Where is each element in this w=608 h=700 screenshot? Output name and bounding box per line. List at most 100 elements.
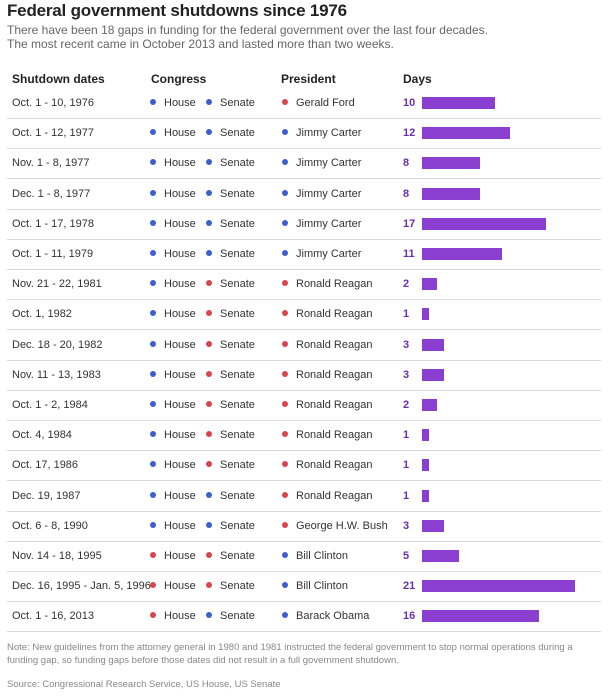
table-row: Oct. 1 - 17, 1978 House Senate Jimmy Carter… — [7, 209, 601, 240]
president-cell-label: Bill Clinton — [296, 580, 348, 593]
days-value: 2 — [403, 278, 410, 291]
shutdown-dates-cell: Nov. 1 - 8, 1977 — [12, 157, 90, 170]
republican-party-dot-icon — [150, 582, 156, 589]
democrat-party-dot-icon — [150, 310, 156, 317]
senate-cell-label: Senate — [220, 248, 255, 260]
democrat-party-dot-icon — [150, 99, 156, 106]
table-row: Oct. 17, 1986 House Senate Ronald Reagan 1 — [7, 450, 601, 482]
democrat-party-dot-icon — [282, 612, 288, 619]
house-cell-label: House — [164, 217, 196, 230]
democrat-party-dot-icon — [282, 129, 288, 136]
house-cell-label: House — [164, 429, 196, 442]
house-cell-label: House — [164, 127, 196, 140]
shutdown-dates-cell: Oct. 1 - 16, 2013 — [12, 610, 94, 623]
democrat-party-dot-icon — [150, 370, 156, 377]
table-row: Oct. 1, 1982 House Senate Ronald Reagan 1 — [7, 299, 601, 331]
days-value: 5 — [403, 550, 410, 562]
house-cell-label: House — [164, 338, 196, 351]
democrat-party-dot-icon — [206, 99, 212, 106]
republican-party-dot-icon — [282, 431, 288, 438]
house-cell: House — [150, 88, 196, 118]
democrat-party-dot-icon — [206, 129, 212, 136]
shutdown-dates-cell: Dec. 18 - 20, 1982 — [12, 338, 103, 351]
president-cell: George H.W. Bush — [282, 511, 388, 541]
senate-cell: Senate — [206, 148, 255, 178]
house-cell: House — [150, 420, 196, 450]
president-cell: Ronald Reagan — [282, 390, 372, 420]
senate-cell: Senate — [206, 360, 255, 390]
senate-cell-label: Senate — [220, 127, 255, 140]
shutdown-dates-cell: Oct. 1 - 17, 1978 — [12, 217, 94, 230]
shutdown-dates-cell: Nov. 14 - 18, 1995 — [12, 550, 102, 562]
table-row: Oct. 6 - 8, 1990 House Senate George H.W. B… — [7, 511, 601, 542]
days-value: 8 — [403, 157, 410, 170]
president-cell-label: Ronald Reagan — [296, 429, 373, 442]
house-cell-label: House — [164, 278, 196, 291]
table-row: Oct. 1 - 16, 2013 House Senate Barack Obama… — [7, 601, 601, 633]
shutdown-dates-cell: Oct. 1 - 12, 1977 — [12, 127, 94, 140]
democrat-party-dot-icon — [150, 521, 156, 528]
democrat-party-dot-icon — [150, 189, 156, 196]
table-row: Dec. 16, 1995 - Jan. 5, 1996 House Senate B… — [7, 571, 601, 603]
shutdown-dates-cell: Oct. 1 - 11, 1979 — [12, 248, 94, 260]
senate-cell: Senate — [206, 541, 255, 571]
president-cell: Jimmy Carter — [282, 209, 361, 239]
table-row: Dec. 18 - 20, 1982 House Senate Ronald Reag… — [7, 330, 601, 361]
republican-party-dot-icon — [282, 461, 288, 468]
president-cell-label: Jimmy Carter — [296, 217, 362, 230]
senate-cell-label: Senate — [220, 610, 255, 623]
president-cell: Ronald Reagan — [282, 481, 372, 511]
senate-cell-label: Senate — [220, 187, 255, 200]
table-row: Nov. 11 - 13, 1983 House Senate Ronald Reag… — [7, 360, 601, 391]
democrat-party-dot-icon — [150, 431, 156, 438]
senate-cell: Senate — [206, 420, 255, 450]
president-cell-label: Bill Clinton — [296, 550, 348, 562]
senate-cell: Senate — [206, 450, 255, 480]
house-cell: House — [150, 360, 196, 390]
house-cell: House — [150, 601, 196, 631]
shutdown-dates-cell: Oct. 17, 1986 — [12, 459, 79, 472]
table-row: Oct. 1 - 10, 1976 House Senate Gerald Ford 1… — [7, 88, 601, 119]
table-row: Nov. 1 - 8, 1977 House Senate Jimmy Carter 8 — [7, 148, 601, 180]
senate-cell: Senate — [206, 269, 255, 299]
republican-party-dot-icon — [282, 401, 288, 408]
senate-cell-label: Senate — [220, 157, 255, 170]
president-cell-label: Jimmy Carter — [296, 187, 362, 200]
president-cell: Jimmy Carter — [282, 148, 361, 178]
days-bar — [422, 217, 547, 230]
days-value: 17 — [403, 217, 416, 230]
house-cell-label: House — [164, 157, 196, 170]
democrat-party-dot-icon — [150, 280, 156, 287]
president-cell-label: Ronald Reagan — [296, 278, 373, 291]
days-bar — [422, 429, 430, 442]
days-bar — [422, 97, 495, 109]
senate-cell: Senate — [206, 601, 255, 631]
senate-cell: Senate — [206, 511, 255, 541]
democrat-party-dot-icon — [150, 461, 156, 468]
senate-cell: Senate — [206, 330, 255, 360]
republican-party-dot-icon — [282, 340, 288, 347]
senate-cell-label: Senate — [220, 580, 255, 593]
house-cell-label: House — [164, 459, 196, 472]
president-cell: Ronald Reagan — [282, 420, 372, 450]
days-value: 3 — [403, 368, 410, 381]
days-value: 1 — [403, 489, 410, 502]
subtitle-line-1: There have been 18 gaps in funding for t… — [7, 23, 488, 37]
days-bar — [422, 368, 444, 381]
senate-cell-label: Senate — [220, 519, 255, 532]
shutdown-dates-cell: Oct. 1 - 10, 1976 — [12, 97, 94, 109]
senate-cell: Senate — [206, 481, 255, 511]
democrat-party-dot-icon — [206, 159, 212, 166]
democrat-party-dot-icon — [150, 491, 156, 498]
house-cell-label: House — [164, 519, 196, 532]
header-congress: Congress — [151, 72, 207, 86]
days-bar — [422, 519, 444, 532]
days-value: 16 — [403, 610, 416, 623]
house-cell-label: House — [164, 580, 196, 593]
table-row: Dec. 1 - 8, 1977 House Senate Jimmy Carter 8 — [7, 179, 601, 210]
democrat-party-dot-icon — [282, 159, 288, 166]
senate-cell-label: Senate — [220, 550, 255, 562]
president-cell: Ronald Reagan — [282, 299, 372, 329]
days-value: 1 — [403, 429, 410, 442]
